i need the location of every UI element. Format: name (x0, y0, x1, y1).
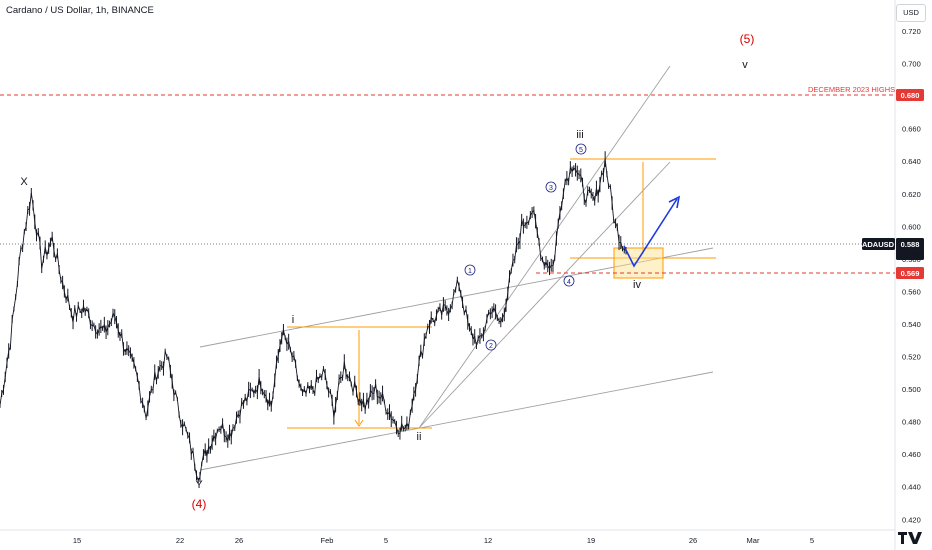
countdown-text: 33:18 (901, 250, 920, 259)
price-line (0, 159, 627, 482)
tv-logo-icon (898, 532, 922, 544)
price-tick-label: 0.440 (902, 483, 921, 492)
price-tick-label: 0.520 (902, 353, 921, 362)
tradingview-logo (898, 532, 922, 546)
projection-arrow (623, 195, 681, 268)
wave-label-x: X (20, 176, 28, 188)
minor-wave-1-circle (464, 264, 476, 276)
december-highs-label: DECEMBER 2023 HIGHS (808, 85, 895, 94)
time-tick-label: Mar (747, 536, 760, 545)
time-tick-label: 26 (235, 536, 243, 545)
channel-upper-line (199, 247, 714, 348)
wave-label-4: (4) (192, 497, 207, 511)
time-tick-label: 22 (176, 536, 184, 545)
wave-label-i: i (292, 314, 294, 326)
current-price-text: 0.588 (901, 240, 920, 249)
minor-wave-4-circle (563, 275, 575, 287)
wave-label-5: (5) (740, 32, 755, 46)
time-tick-label: 5 (384, 536, 388, 545)
minor-wave-5-circle (575, 143, 587, 155)
minor-wave-2: 2 (489, 343, 493, 350)
wave-label-y: Y (195, 479, 203, 491)
price-tick-label: 0.460 (902, 450, 921, 459)
price-tick-label: 0.700 (902, 60, 921, 69)
fib-measurements (287, 158, 716, 429)
measure-arrow-head (354, 419, 364, 427)
minor-wave-1: 1 (468, 268, 472, 275)
wave-channel-upper (418, 65, 671, 429)
price-tick-label: 0.500 (902, 385, 921, 394)
wave-label-iii: iii (576, 129, 583, 141)
minor-wave-3-circle (545, 181, 557, 193)
price-tick-label: 0.600 (902, 222, 921, 231)
minor-wave-3: 3 (549, 185, 553, 192)
time-tick-label: 5 (810, 536, 814, 545)
currency-button[interactable]: USD (896, 4, 926, 22)
minor-wave-circles (464, 143, 587, 351)
time-tick-label: 15 (73, 536, 81, 545)
price-tick-label: 0.420 (902, 515, 921, 524)
level-badge-680: 0.680 (896, 89, 924, 101)
wave-label-v: v (742, 59, 748, 71)
time-tick-label: Feb (321, 536, 334, 545)
symbol-badge-text: ADAUSD (862, 240, 895, 249)
minor-wave-4: 4 (567, 279, 571, 286)
chart-title: Cardano / US Dollar, 1h, BINANCE (6, 5, 154, 16)
current-price-badge: ADAUSD 0.588 33:18 (862, 238, 924, 260)
price-tick-label: 0.720 (902, 27, 921, 36)
level-badge-569-text: 0.569 (901, 269, 920, 278)
price-tick-label: 0.480 (902, 418, 921, 427)
time-axis: 15 22 26 Feb 5 12 19 26 Mar 5 (73, 536, 814, 545)
time-tick-label: 19 (587, 536, 595, 545)
time-tick-label: 12 (484, 536, 492, 545)
level-badge-569: 0.569 (896, 267, 924, 279)
minor-wave-2-circle (485, 339, 497, 351)
level-badge-680-text: 0.680 (901, 91, 920, 100)
price-tick-label: 0.640 (902, 157, 921, 166)
price-tick-label: 0.540 (902, 320, 921, 329)
price-tick-label: 0.660 (902, 125, 921, 134)
price-tick-label: 0.620 (902, 190, 921, 199)
minor-wave-5: 5 (579, 147, 583, 154)
wave-label-iv: iv (633, 279, 641, 291)
price-tick-label: 0.560 (902, 287, 921, 296)
wave-channel-lower (418, 161, 671, 429)
trend-channels (199, 65, 714, 471)
wave-label-ii: ii (417, 431, 422, 443)
time-tick-label: 26 (689, 536, 697, 545)
price-series (0, 151, 627, 484)
channel-lower-line (199, 371, 714, 471)
